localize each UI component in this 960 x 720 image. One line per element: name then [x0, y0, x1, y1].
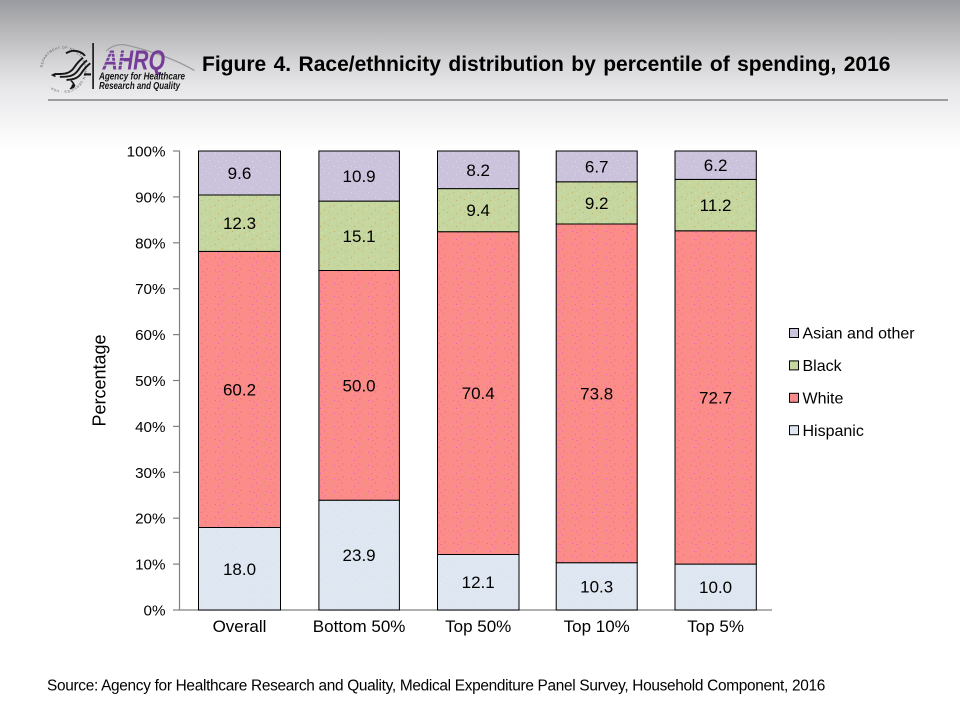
svg-text:Top 10%: Top 10%: [564, 617, 630, 636]
svg-text:80%: 80%: [135, 235, 165, 252]
svg-text:11.2: 11.2: [700, 196, 732, 215]
svg-text:30%: 30%: [135, 465, 165, 482]
svg-text:70.4: 70.4: [462, 384, 495, 403]
svg-text:6.7: 6.7: [585, 157, 609, 176]
svg-text:72.7: 72.7: [699, 388, 732, 407]
svg-text:10%: 10%: [135, 557, 165, 574]
svg-text:40%: 40%: [135, 419, 165, 436]
svg-text:9.4: 9.4: [466, 201, 490, 220]
svg-text:9.6: 9.6: [228, 164, 252, 183]
svg-text:50.0: 50.0: [343, 376, 376, 395]
svg-text:9.2: 9.2: [585, 194, 609, 213]
svg-text:12.3: 12.3: [223, 214, 256, 233]
svg-text:Top 5%: Top 5%: [687, 617, 744, 636]
svg-text:Overall: Overall: [213, 617, 267, 636]
svg-text:Source: Agency for Healthcare: Source: Agency for Healthcare Research a…: [47, 678, 825, 695]
svg-text:0%: 0%: [144, 603, 166, 620]
svg-text:70%: 70%: [135, 281, 165, 298]
svg-text:50%: 50%: [135, 373, 165, 390]
svg-text:18.0: 18.0: [223, 560, 256, 579]
svg-text:12.1: 12.1: [462, 573, 495, 592]
svg-text:Percentage: Percentage: [90, 334, 110, 426]
svg-text:6.2: 6.2: [704, 156, 728, 175]
svg-text:73.8: 73.8: [580, 384, 613, 403]
svg-text:Asian and other: Asian and other: [803, 326, 916, 343]
svg-text:8.2: 8.2: [466, 161, 490, 180]
svg-text:10.3: 10.3: [580, 577, 613, 596]
svg-text:Hispanic: Hispanic: [803, 423, 864, 440]
svg-text:90%: 90%: [135, 189, 165, 206]
svg-text:10.0: 10.0: [699, 578, 732, 597]
svg-text:Research and Quality: Research and Quality: [99, 81, 180, 92]
svg-text:15.1: 15.1: [343, 227, 376, 246]
svg-text:60%: 60%: [135, 327, 165, 344]
svg-text:60.2: 60.2: [223, 381, 256, 400]
svg-text:White: White: [803, 391, 844, 408]
svg-text:100%: 100%: [127, 144, 166, 161]
svg-text:23.9: 23.9: [343, 546, 376, 565]
svg-text:AHRQ: AHRQ: [102, 45, 165, 76]
svg-text:10.9: 10.9: [343, 167, 376, 186]
svg-text:Bottom 50%: Bottom 50%: [313, 617, 406, 636]
svg-text:Top 50%: Top 50%: [445, 617, 511, 636]
svg-text:Black: Black: [803, 358, 843, 375]
svg-text:Agency for Healthcare: Agency for Healthcare: [98, 72, 185, 83]
svg-text:20%: 20%: [135, 511, 165, 528]
